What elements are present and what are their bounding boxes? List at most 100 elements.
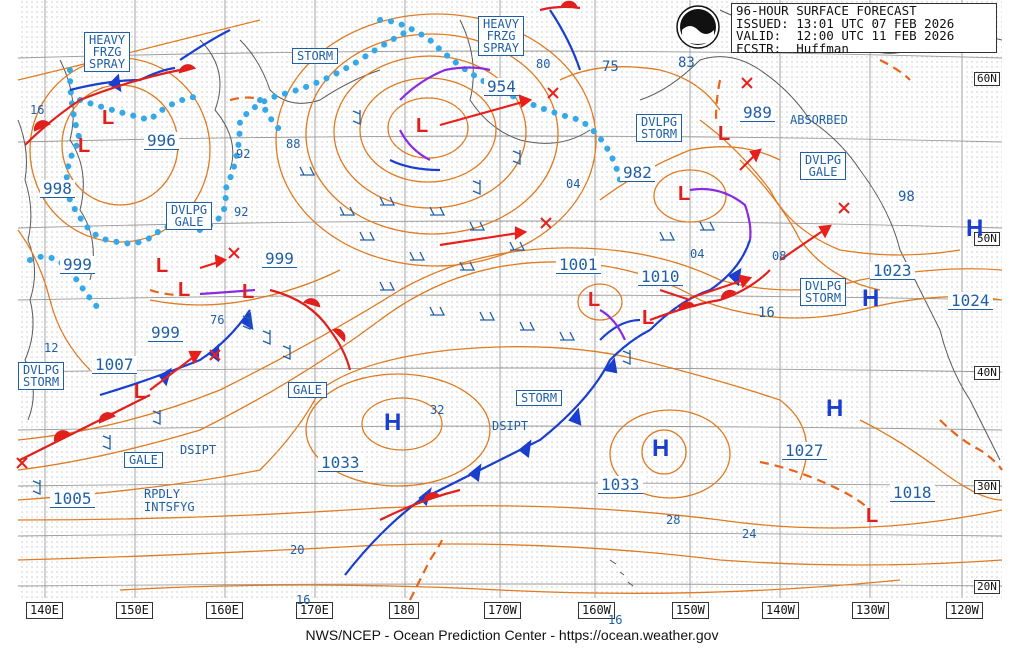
pressure-value: 1005 xyxy=(50,490,95,508)
footer-credit: NWS/NCEP - Ocean Prediction Center - htt… xyxy=(0,624,1024,652)
occluded-fronts xyxy=(199,66,752,341)
low-pressure-center: L xyxy=(678,183,691,205)
pressure-value: 1018 xyxy=(890,484,935,502)
warning-label: DVLPG GALE xyxy=(800,152,847,180)
latitude-label: 20N xyxy=(974,580,1000,594)
isobar-label: 04 xyxy=(566,177,581,191)
warning-label: HEAVY FRZG SPRAY xyxy=(84,32,131,72)
latitude-label: 30N xyxy=(974,480,1000,494)
latitude-label: 40N xyxy=(974,366,1000,380)
warning-label: STORM xyxy=(292,48,339,64)
high-pressure-center: H xyxy=(862,285,880,312)
isobar-label: 92 xyxy=(234,205,249,219)
longitude-label: 180 xyxy=(389,602,419,619)
trough-lines xyxy=(149,59,1003,601)
pressure-value: 1010 xyxy=(638,268,683,286)
latitude-label: 60N xyxy=(974,72,1000,86)
pressure-value: 1023 xyxy=(870,262,915,280)
warning-label: GALE xyxy=(124,452,163,468)
pressure-value: 996 xyxy=(144,132,179,150)
isobar-label: 24 xyxy=(742,527,757,541)
high-pressure-center: H xyxy=(384,409,402,436)
warning-label: GALE xyxy=(288,382,327,398)
noaa-logo xyxy=(676,5,720,49)
isobar-label: 12 xyxy=(44,341,59,355)
longitude-label: 160W xyxy=(578,602,615,619)
low-pressure-center: L xyxy=(642,307,655,329)
map-annotation: RPDLY INTSFYG xyxy=(144,487,195,514)
isobar-label: 04 xyxy=(690,247,705,261)
longitude-label: 140E xyxy=(26,602,63,619)
warning-label: DVLPG STORM xyxy=(18,362,65,390)
low-pressure-center: L xyxy=(102,107,115,129)
low-pressure-center: L xyxy=(78,135,91,157)
low-pressure-center: L xyxy=(718,123,731,145)
pressure-value: 999 xyxy=(60,256,95,274)
forecast-positions xyxy=(16,77,850,469)
pressure-value: 1001 xyxy=(556,256,601,274)
isobar-label: 75 xyxy=(602,59,619,75)
wind-barbs xyxy=(32,110,716,495)
pressure-value: 954 xyxy=(484,78,519,96)
header-forecaster: FCSTR: Huffman xyxy=(736,40,849,56)
latitude-label: 50N xyxy=(974,232,1000,246)
warning-label: DVLPG GALE xyxy=(166,202,213,230)
longitude-label: 150E xyxy=(116,602,153,619)
warning-label: STORM xyxy=(516,390,563,406)
isobar-label: 16 xyxy=(30,103,45,117)
isobar-label: 83 xyxy=(678,55,695,71)
header-issued: ISSUED: 13:01 UTC 07 FEB 2026 xyxy=(736,15,955,31)
low-pressure-center: L xyxy=(416,115,429,137)
pressure-value: 982 xyxy=(620,164,655,182)
cold-fronts xyxy=(69,9,752,576)
isobar-label: 88 xyxy=(286,137,301,151)
isobar-label: 76 xyxy=(210,313,225,327)
isobar-label: 32 xyxy=(430,403,445,417)
low-pressure-center: L xyxy=(866,505,879,527)
longitude-label: 140W xyxy=(762,602,799,619)
pressure-value: 998 xyxy=(40,180,75,198)
longitude-label: 130W xyxy=(852,602,889,619)
longitude-label: 150W xyxy=(672,602,709,619)
map-annotation: DSIPT xyxy=(492,419,529,433)
warning-label: DVLPG STORM xyxy=(636,114,683,142)
high-pressure-center: H xyxy=(966,215,984,242)
isobar-label: 08 xyxy=(772,249,787,263)
longitude-label: 120W xyxy=(946,602,983,619)
pressure-value: 1007 xyxy=(92,356,137,374)
header-title: 96-HOUR SURFACE FORECAST xyxy=(736,3,917,18)
isobar-label: 98 xyxy=(898,189,915,205)
isobar-label: 16 xyxy=(608,613,623,627)
pressure-value: 1033 xyxy=(598,476,643,494)
low-pressure-center: L xyxy=(242,281,255,303)
high-pressure-center: H xyxy=(826,395,844,422)
map-annotation: DSIPT xyxy=(180,443,217,457)
pressure-value: 1024 xyxy=(948,292,993,310)
isobar-label: 80 xyxy=(536,57,551,71)
warm-fronts xyxy=(19,0,771,521)
low-pressure-center: L xyxy=(178,279,191,301)
forecast-header: 96-HOUR SURFACE FORECAST ISSUED: 13:01 U… xyxy=(731,3,997,56)
header-valid: VALID: 12:00 UTC 11 FEB 2026 xyxy=(736,28,955,43)
storm-tracks xyxy=(149,94,832,391)
map-annotation: ABSORBED xyxy=(790,113,848,127)
pressure-value: 989 xyxy=(740,104,775,122)
longitude-label: 160E xyxy=(206,602,243,619)
isobar-label: 92 xyxy=(236,147,251,161)
longitude-label: 170E xyxy=(296,602,333,619)
isobar-label: 20 xyxy=(290,543,305,557)
low-pressure-center: L xyxy=(156,255,169,277)
isobar-label: 28 xyxy=(666,513,681,527)
pressure-value: 1033 xyxy=(318,454,363,472)
pressure-value: 1027 xyxy=(782,442,827,460)
longitude-label: 170W xyxy=(484,602,521,619)
warning-label: HEAVY FRZG SPRAY xyxy=(478,16,525,56)
high-pressure-center: H xyxy=(652,435,670,462)
pressure-value: 999 xyxy=(262,250,297,268)
low-pressure-center: L xyxy=(134,381,147,403)
warning-label: DVLPG STORM xyxy=(800,278,847,306)
pressure-value: 999 xyxy=(148,324,183,342)
low-pressure-center: L xyxy=(588,289,601,311)
isobar-label: 16 xyxy=(758,305,775,321)
